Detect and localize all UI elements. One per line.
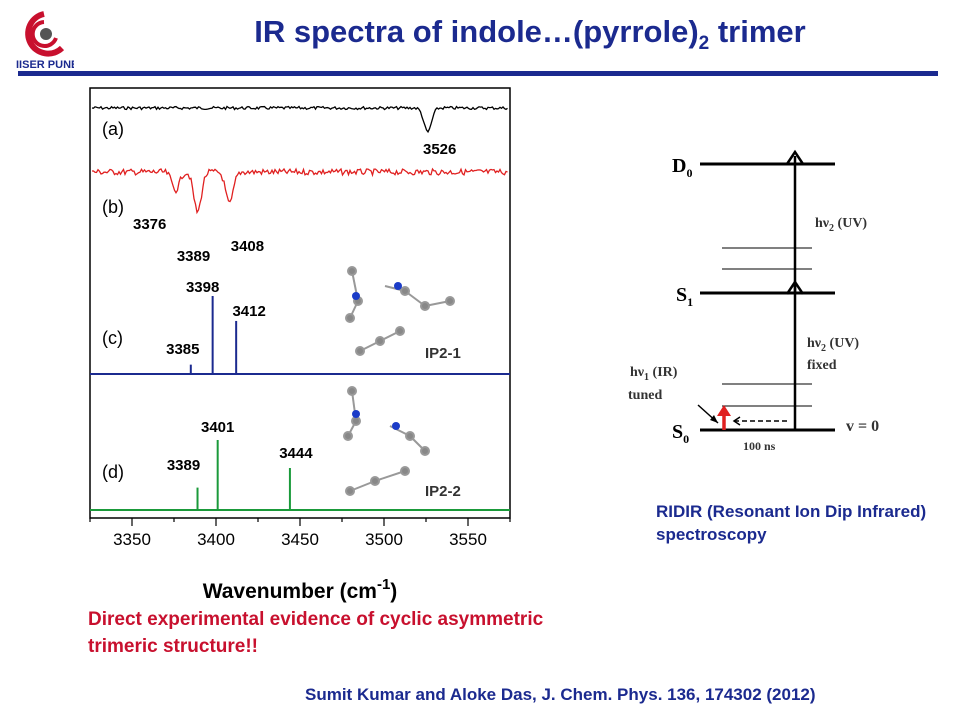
v0-label: v = 0 xyxy=(846,418,879,435)
structure-ip2-2-illustration xyxy=(343,386,430,496)
peak-label: 3389 xyxy=(177,248,210,265)
title-rule xyxy=(18,71,938,76)
uv-label-upper: hν2 (UV) xyxy=(815,216,867,234)
ir-label: hν1 (IR) xyxy=(630,365,678,383)
ir-spectra-chart: 3350 3400 3450 3500 3550 (a) 3526 (b) 3376 3389 34… xyxy=(89,87,511,603)
x-tick-label: 3500 xyxy=(365,530,403,549)
structure-label: IP2-1 xyxy=(425,345,461,362)
x-tick-label: 3550 xyxy=(449,530,487,549)
label-s1: S1 xyxy=(676,284,693,309)
ridir-caption: RIDIR (Resonant Ion Dip Infrared) spectr… xyxy=(656,502,927,544)
delay-label: 100 ns xyxy=(743,439,776,453)
uv-label-lower: hν2 (UV) xyxy=(807,336,859,354)
peak-label: 3376 xyxy=(133,216,166,233)
panel-label: (b) xyxy=(102,197,124,217)
x-axis-label: Wavenumber (cm-1) xyxy=(203,576,398,603)
page-title: IR spectra of indole…(pyrrole)2 trimer xyxy=(150,14,910,55)
peak-label: 3412 xyxy=(232,303,265,320)
title-subscript: 2 xyxy=(698,33,710,55)
panel-label: (a) xyxy=(102,119,124,139)
x-tick-label: 3350 xyxy=(113,530,151,549)
title-suffix: trimer xyxy=(709,14,806,49)
delay-arrow xyxy=(732,416,788,426)
peak-label: 3385 xyxy=(166,341,199,358)
peak-label: 3526 xyxy=(423,141,456,158)
label-d0: D0 xyxy=(672,155,692,180)
iiser-logo: IISER PUNE xyxy=(16,11,74,71)
structure-ip2-1-illustration xyxy=(345,266,455,356)
uv-fixed-label: fixed xyxy=(807,358,837,373)
panel-label: (d) xyxy=(102,462,124,482)
spectrum-trace-b xyxy=(92,167,508,215)
ridir-energy-diagram: D0 S1 S0 hν2 (UV) hν2 (UV) fixed hν1 (IR… xyxy=(628,149,879,453)
title-text: IR spectra of indole…(pyrrole) xyxy=(254,14,699,49)
label-s0: S0 xyxy=(672,421,689,446)
ir-tuned-label: tuned xyxy=(628,388,662,403)
spectrum-trace-a xyxy=(91,105,508,134)
structure-label: IP2-2 xyxy=(425,483,461,500)
panel-label: (c) xyxy=(102,328,123,348)
x-tick-label: 3400 xyxy=(197,530,235,549)
x-tick-label: 3450 xyxy=(281,530,319,549)
citation: Sumit Kumar and Aloke Das, J. Chem. Phys… xyxy=(305,685,816,704)
logo-text: IISER PUNE xyxy=(16,59,74,71)
peak-label: 3408 xyxy=(231,238,264,255)
peak-label: 3398 xyxy=(186,279,219,296)
peak-label: 3389 xyxy=(167,457,200,474)
peak-label: 3444 xyxy=(279,445,313,462)
ir-arrow xyxy=(717,405,731,430)
evidence-caption: Direct experimental evidence of cyclic a… xyxy=(88,609,544,657)
peak-label: 3401 xyxy=(201,419,234,436)
